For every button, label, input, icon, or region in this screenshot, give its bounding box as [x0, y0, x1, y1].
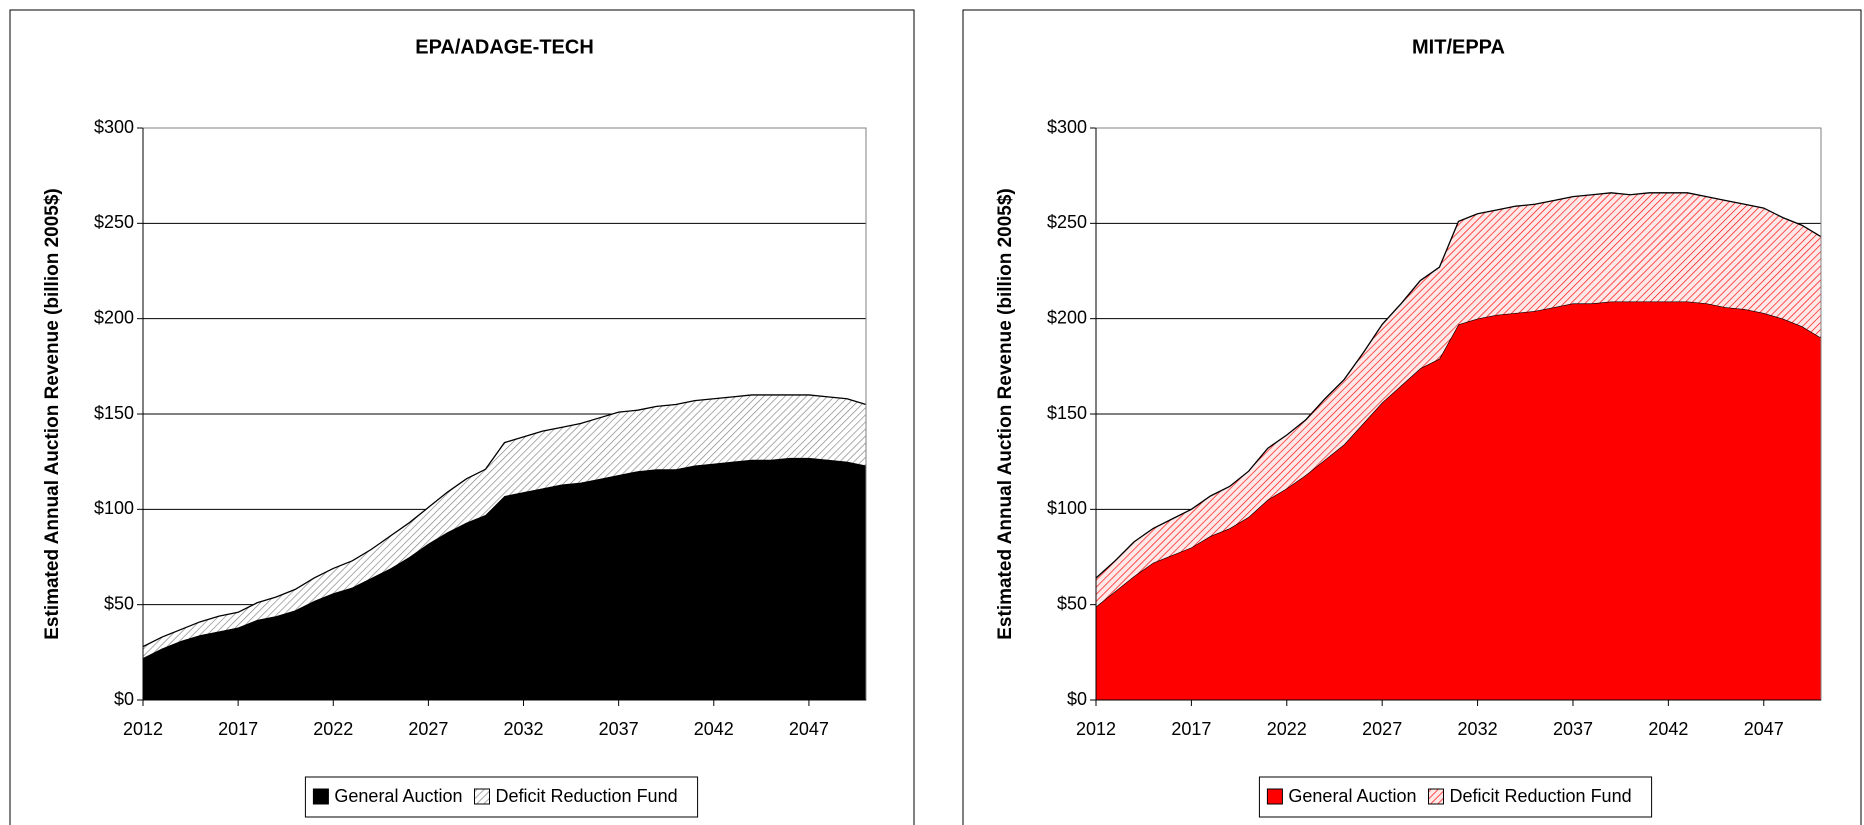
legend-label: Deficit Reduction Fund — [496, 786, 678, 806]
x-tick-label: 2027 — [1362, 719, 1402, 739]
legend-swatch — [312, 788, 329, 805]
legend-swatch — [1428, 788, 1444, 805]
area-fill — [143, 394, 866, 659]
area-fill — [1096, 192, 1821, 607]
area-fill — [143, 457, 866, 700]
chart-title: EPA/ADAGE-TECH — [415, 36, 594, 58]
y-tick-label: $250 — [94, 212, 134, 232]
area-edge — [142, 457, 867, 659]
y-tick-label: $0 — [114, 689, 134, 709]
y-tick-label: $100 — [1047, 498, 1087, 518]
x-tick-label: 2042 — [1648, 719, 1688, 739]
legend-label: Deficit Reduction Fund — [1450, 786, 1632, 806]
x-tick-label: 2022 — [313, 719, 353, 739]
x-tick-label: 2032 — [1458, 719, 1498, 739]
area-edge — [1095, 192, 1822, 579]
x-tick-label: 2017 — [1171, 719, 1211, 739]
legend-swatch — [1266, 788, 1283, 805]
x-tick-label: 2032 — [504, 719, 544, 739]
y-tick-label: $150 — [94, 403, 134, 423]
y-axis-label: Estimated Annual Auction Revenue (billio… — [995, 188, 1016, 640]
y-tick-label: $200 — [94, 307, 134, 327]
y-tick-label: $50 — [104, 593, 134, 613]
y-tick-label: $250 — [1047, 212, 1087, 232]
x-tick-label: 2037 — [599, 719, 639, 739]
y-tick-label: $150 — [1047, 403, 1087, 423]
y-tick-label: $200 — [1047, 307, 1087, 327]
x-tick-label: 2022 — [1267, 719, 1307, 739]
y-tick-label: $0 — [1067, 689, 1087, 709]
x-tick-label: 2037 — [1553, 719, 1593, 739]
chart-title: MIT/EPPA — [1412, 36, 1505, 58]
y-tick-label: $100 — [94, 498, 134, 518]
x-tick-label: 2012 — [1076, 719, 1116, 739]
x-tick-label: 2017 — [218, 719, 258, 739]
legend-swatch — [474, 788, 490, 805]
y-tick-label: $50 — [1057, 593, 1087, 613]
x-tick-label: 2047 — [789, 719, 829, 739]
legend: General Auction Deficit Reduction Fund — [1266, 786, 1632, 806]
legend-label: General Auction — [334, 786, 462, 806]
x-tick-label: 2042 — [694, 719, 734, 739]
y-tick-label: $300 — [94, 117, 134, 137]
y-tick-label: $300 — [1047, 117, 1087, 137]
legend-box — [1258, 776, 1653, 818]
y-axis-label: Estimated Annual Auction Revenue (billio… — [42, 188, 63, 640]
area-edge — [142, 394, 867, 648]
area-fill — [1096, 301, 1821, 700]
x-tick-label: 2047 — [1744, 719, 1784, 739]
legend-label: General Auction — [1288, 786, 1416, 806]
x-tick-label: 2027 — [408, 719, 448, 739]
x-tick-label: 2012 — [123, 719, 163, 739]
legend-box — [304, 776, 699, 818]
legend: General Auction Deficit Reduction Fund — [312, 786, 678, 806]
